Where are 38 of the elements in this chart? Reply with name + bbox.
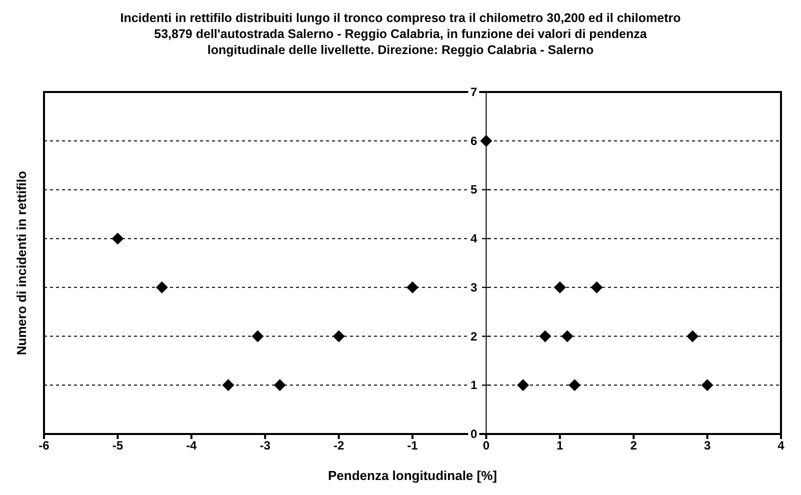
point <box>112 232 124 245</box>
point <box>561 330 574 342</box>
x-tick-label: -4 <box>186 438 198 453</box>
x-tick-label: -5 <box>112 438 124 453</box>
point <box>480 134 492 147</box>
point <box>590 281 603 294</box>
x-tick-label: -1 <box>407 438 418 453</box>
point <box>406 281 418 294</box>
x-tick-label: -3 <box>260 438 271 453</box>
point <box>156 281 168 294</box>
x-tick-label: 0 <box>482 438 490 453</box>
x-tick-label: -6 <box>38 438 50 453</box>
point <box>686 330 699 342</box>
y-tick-label: 6 <box>470 134 478 148</box>
y-tick-label: 7 <box>470 85 478 99</box>
x-tick-label: 2 <box>630 438 638 453</box>
y-tick-label: 3 <box>470 280 478 294</box>
point <box>568 379 581 392</box>
y-tick-label: 1 <box>470 378 478 392</box>
y-tick-label: 5 <box>470 182 478 197</box>
point <box>274 379 286 392</box>
y-tick-label: 4 <box>470 232 478 246</box>
y-tick-label: 2 <box>470 329 478 344</box>
chart-title: Incidenti in rettifilo distribuiti lungo il tronco compreso tra il chilometro 30,200 ed il chilometro 53,879 dell'autostrada Salerno - Reggio Calabria, in funzione dei valori di pendenza longitudinale delle livellette. Direzione: Reggio Calabria - Salerno <box>119 10 682 59</box>
point <box>554 281 566 294</box>
point <box>701 379 714 392</box>
point <box>517 379 530 392</box>
point <box>252 330 264 342</box>
x-tick-label: 1 <box>556 438 564 453</box>
x-tick-label: -2 <box>333 438 344 453</box>
x-tick-label: 4 <box>778 438 785 453</box>
y-axis-title: Numero di incidenti in rettifilo <box>14 170 29 356</box>
point <box>222 379 234 392</box>
x-axis-title: Pendenza longitudinale [%] <box>328 468 498 483</box>
point <box>332 330 345 342</box>
x-tick-label: 3 <box>704 438 711 453</box>
y-tick-label: 0 <box>470 427 478 441</box>
point <box>539 330 552 342</box>
